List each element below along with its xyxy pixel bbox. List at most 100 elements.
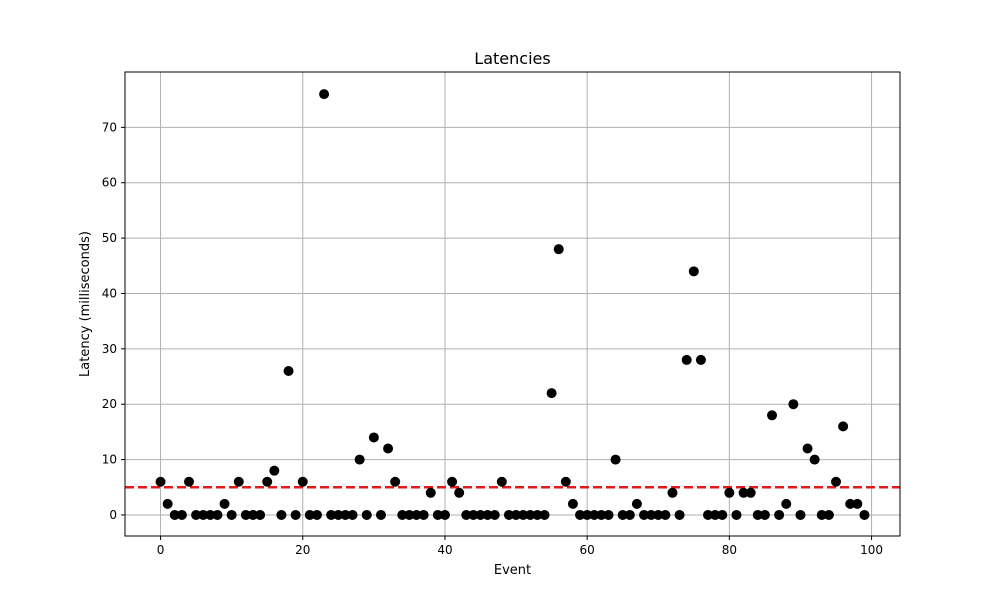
data-point — [191, 509, 202, 520]
data-point — [347, 509, 358, 520]
data-point — [447, 476, 458, 487]
data-point — [717, 509, 728, 520]
data-point — [468, 509, 479, 520]
data-point — [390, 476, 401, 487]
data-point — [795, 509, 806, 520]
data-point — [454, 487, 465, 498]
data-point — [368, 432, 379, 443]
data-point — [198, 509, 209, 520]
data-point — [831, 476, 842, 487]
data-point — [546, 388, 557, 399]
x-tick-label: 0 — [157, 543, 165, 557]
plot-frame — [124, 71, 901, 537]
data-point — [738, 487, 749, 498]
data-point — [162, 498, 173, 509]
y-tick-label: 50 — [102, 231, 117, 245]
data-point — [247, 509, 258, 520]
data-point — [219, 498, 230, 509]
y-tick-label: 60 — [102, 176, 117, 190]
x-tick-label: 40 — [437, 543, 452, 557]
data-point — [418, 509, 429, 520]
data-point — [276, 509, 287, 520]
data-point — [496, 476, 507, 487]
data-point — [212, 509, 223, 520]
data-point — [340, 509, 351, 520]
data-point — [262, 476, 273, 487]
data-point — [724, 487, 735, 498]
data-point — [681, 354, 692, 365]
data-points — [155, 89, 870, 520]
data-point — [731, 509, 742, 520]
y-tick-label: 30 — [102, 342, 117, 356]
data-point — [781, 498, 792, 509]
data-point — [489, 509, 500, 520]
data-point — [639, 509, 650, 520]
data-point — [354, 454, 365, 465]
data-point — [745, 487, 756, 498]
data-point — [852, 498, 863, 509]
data-point — [290, 509, 301, 520]
data-point — [326, 509, 337, 520]
x-tick-label: 60 — [580, 543, 595, 557]
data-point — [319, 89, 330, 100]
data-point — [155, 476, 166, 487]
data-point — [532, 509, 543, 520]
data-point — [269, 465, 280, 476]
data-point — [411, 509, 422, 520]
plot-area-background — [125, 72, 900, 536]
data-point — [667, 487, 678, 498]
data-point — [183, 476, 194, 487]
y-tick-label: 40 — [102, 286, 117, 300]
y-axis-label: Latency (milliseconds) — [78, 231, 93, 377]
data-point — [788, 399, 799, 410]
data-point — [674, 509, 685, 520]
data-point — [311, 509, 322, 520]
data-point — [539, 509, 550, 520]
data-point — [283, 365, 294, 376]
data-point — [169, 509, 180, 520]
data-point — [646, 509, 657, 520]
chart-title: Latencies — [474, 49, 550, 68]
data-point — [425, 487, 436, 498]
data-point — [525, 509, 536, 520]
data-point — [375, 509, 386, 520]
data-point — [404, 509, 415, 520]
y-tick-label: 70 — [102, 120, 117, 134]
data-point — [482, 509, 493, 520]
data-point — [176, 509, 187, 520]
x-tick-label: 100 — [860, 543, 883, 557]
data-point — [603, 509, 614, 520]
data-point — [205, 509, 216, 520]
data-point — [845, 498, 856, 509]
data-point — [823, 509, 834, 520]
data-point — [809, 454, 820, 465]
data-point — [774, 509, 785, 520]
data-point — [624, 509, 635, 520]
data-point — [653, 509, 664, 520]
y-tick-label: 0 — [109, 508, 117, 522]
data-point — [660, 509, 671, 520]
data-point — [575, 509, 586, 520]
data-point — [439, 509, 450, 520]
data-point — [432, 509, 443, 520]
data-point — [859, 509, 870, 520]
x-axis-label: Event — [494, 563, 531, 578]
data-point — [361, 509, 372, 520]
data-point — [297, 476, 308, 487]
axis-ticks — [121, 126, 873, 540]
data-point — [397, 509, 408, 520]
data-point — [617, 509, 628, 520]
data-point — [802, 443, 813, 454]
data-point — [518, 509, 529, 520]
data-point — [695, 354, 706, 365]
data-point — [240, 509, 251, 520]
data-point — [596, 509, 607, 520]
x-tick-label: 20 — [295, 543, 310, 557]
data-point — [475, 509, 486, 520]
data-point — [304, 509, 315, 520]
data-point — [838, 421, 849, 432]
data-point — [631, 498, 642, 509]
data-point — [560, 476, 571, 487]
grid-lines — [125, 72, 900, 536]
